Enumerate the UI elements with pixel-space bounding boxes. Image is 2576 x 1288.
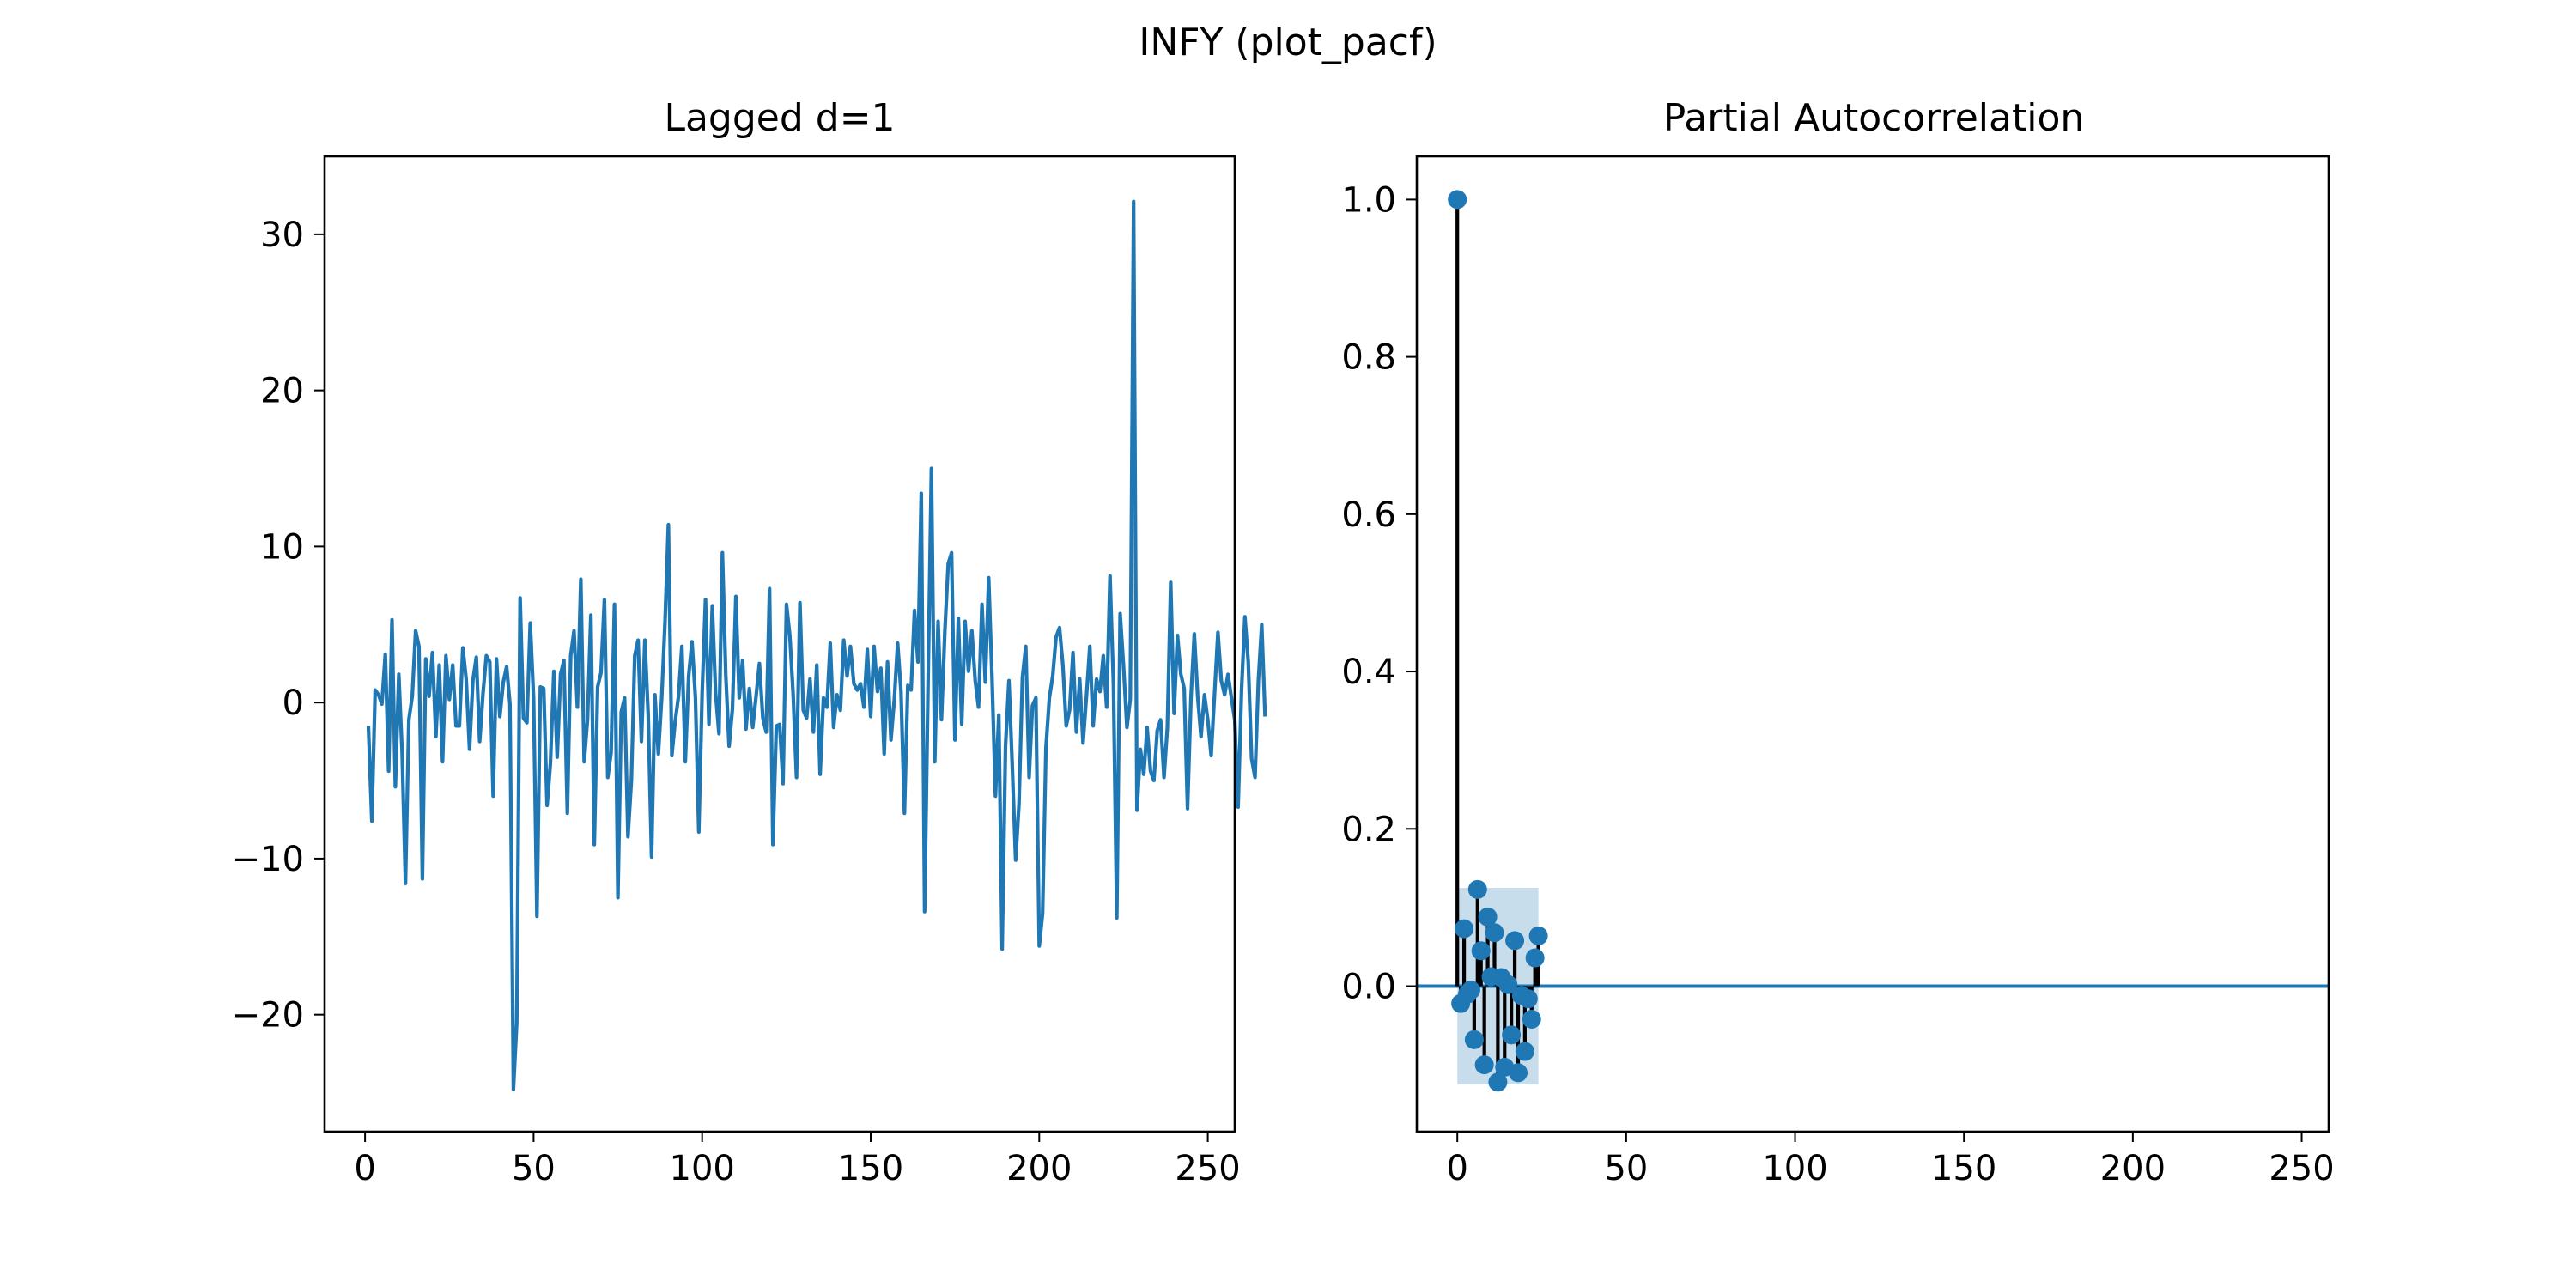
pacf-y-tick-label: 1.0: [1341, 180, 1396, 220]
pacf-point: [1488, 1072, 1508, 1092]
pacf-y-tick-label: 0.2: [1341, 810, 1396, 849]
lagged-diff-y-tick-label: 10: [260, 527, 304, 567]
pacf-ticks: 0 50 100 150 200 250 0.0 0.2 0.4 0.6 0.8 1.0: [1341, 180, 2334, 1188]
pacf-x-tick-label: 0: [1446, 1149, 1467, 1188]
lagged-diff-y-tick-label: 20: [260, 372, 304, 411]
lagged-diff-x-tick-label: 50: [512, 1149, 556, 1188]
lagged-diff-x-tick-label: 0: [354, 1149, 375, 1188]
pacf-point: [1461, 981, 1480, 1000]
lagged-diff-plot-area: [366, 199, 1267, 1092]
figure-suptitle: INFY (plot_pacf): [1139, 21, 1437, 64]
pacf-point: [1502, 1025, 1522, 1045]
pacf-x-tick-label: 50: [1604, 1149, 1648, 1188]
pacf-point: [1474, 1055, 1494, 1075]
pacf-plot-area: [1417, 190, 2329, 1092]
lagged-diff-title: Lagged d=1: [664, 96, 895, 140]
lagged-diff-x-tick-label: 200: [1006, 1149, 1072, 1188]
pacf-x-tick-label: 250: [2269, 1149, 2334, 1188]
pacf-point: [1509, 1063, 1528, 1083]
pacf-y-tick-label: 0.8: [1341, 338, 1396, 378]
pacf-point: [1515, 1042, 1534, 1061]
pacf-point: [1522, 1009, 1541, 1029]
pacf-y-tick-label: 0.6: [1341, 495, 1396, 535]
pacf-point: [1525, 948, 1545, 968]
pacf-x-tick-label: 100: [1762, 1149, 1827, 1188]
pacf-point: [1455, 919, 1474, 939]
lagged-diff-y-tick-label: −20: [232, 996, 304, 1036]
lagged-diff-series-line: [366, 199, 1267, 1092]
lagged-diff-x-tick-label: 250: [1175, 1149, 1240, 1188]
lagged-diff-x-tick-label: 100: [670, 1149, 735, 1188]
lagged-diff-y-tick-label: −10: [232, 840, 304, 879]
pacf-point: [1518, 989, 1538, 1009]
pacf-x-tick-label: 150: [1931, 1149, 1996, 1188]
pacf-point: [1464, 1030, 1484, 1049]
pacf-point: [1505, 931, 1525, 951]
pacf-frame: [1415, 155, 2330, 1133]
pacf-y-tick-label: 0.0: [1341, 968, 1396, 1007]
pacf-point: [1448, 190, 1467, 210]
lagged-diff-frame: [323, 155, 1236, 1133]
pacf-y-tick-label: 0.4: [1341, 653, 1396, 692]
pacf-point: [1467, 879, 1487, 899]
lagged-diff-axes: Lagged d=1 0 50 100 150 200 250 −20 −10 0 10 20 30: [232, 96, 1267, 1188]
pacf-axes: Partial Autocorrelation 0 50 100 150 200 2500…: [1341, 96, 2334, 1188]
pacf-title: Partial Autocorrelation: [1663, 96, 2085, 140]
lagged-diff-y-tick-label: 30: [260, 216, 304, 255]
pacf-x-tick-label: 200: [2100, 1149, 2166, 1188]
pacf-point: [1528, 926, 1548, 945]
pacf-point: [1471, 941, 1491, 961]
pacf-point: [1478, 907, 1498, 927]
pacf-point: [1498, 975, 1518, 994]
lagged-diff-x-tick-label: 150: [838, 1149, 903, 1188]
lagged-diff-y-tick-label: 0: [283, 683, 304, 723]
pacf-point: [1485, 923, 1504, 943]
lagged-diff-ticks: 0 50 100 150 200 250 −20 −10 0 10 20 30: [232, 216, 1241, 1188]
